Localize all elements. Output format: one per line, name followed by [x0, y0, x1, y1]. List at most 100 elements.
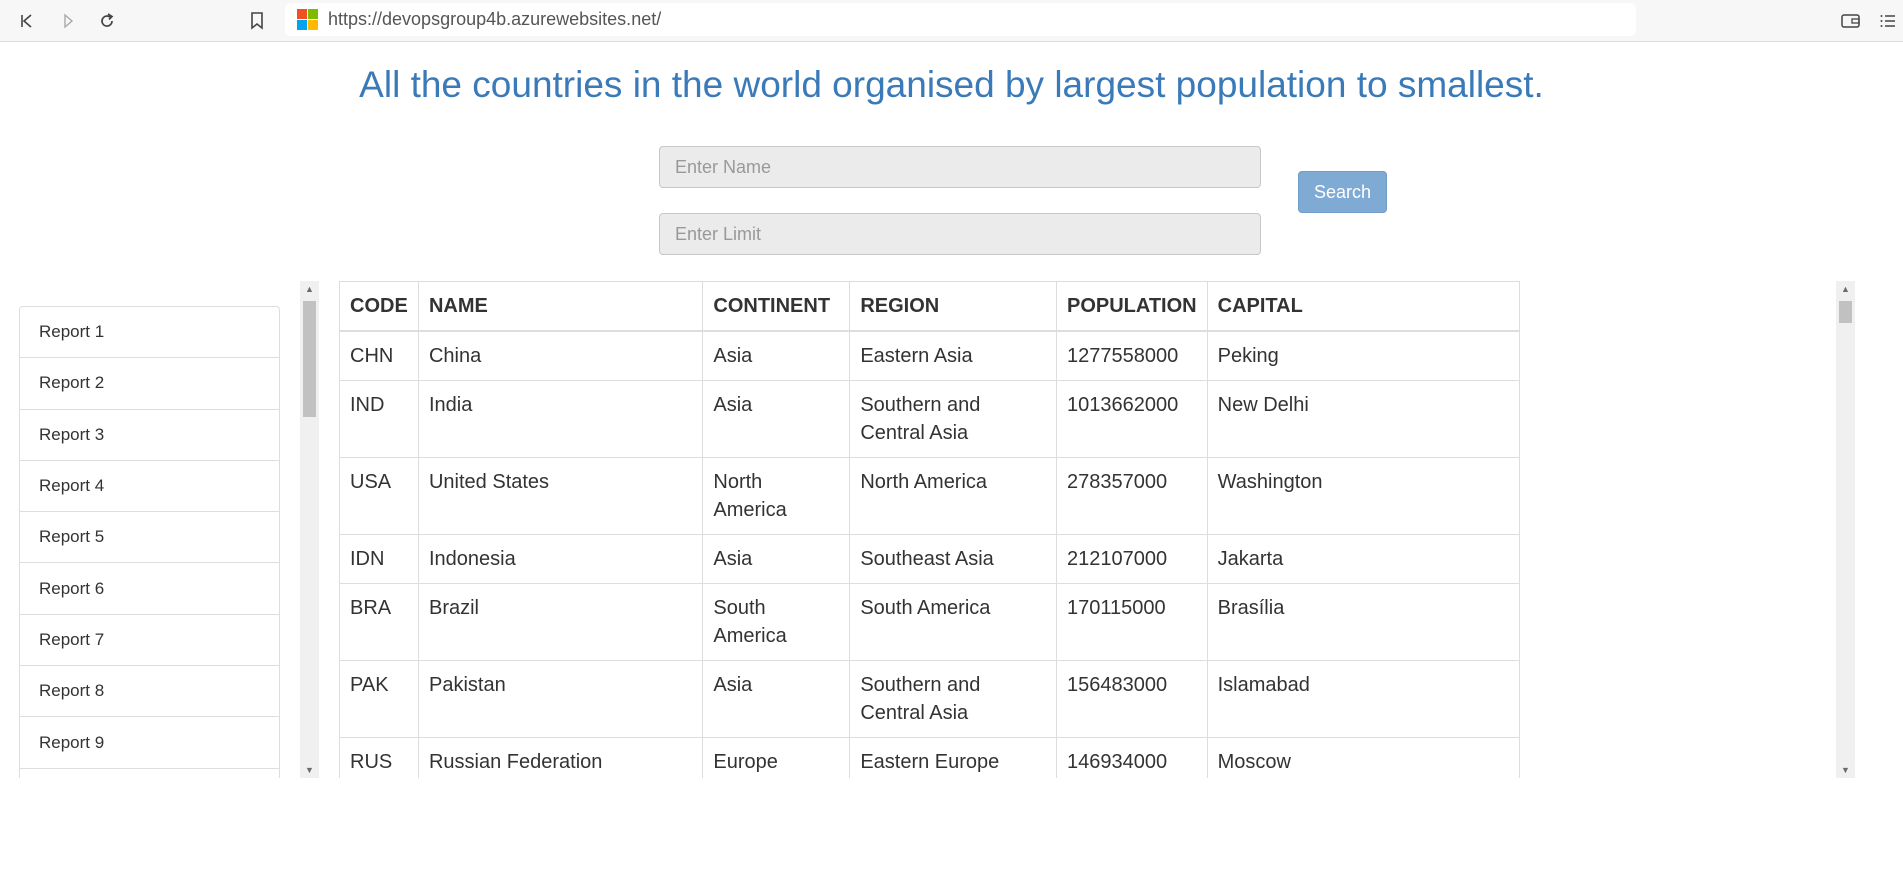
- table-cell-name: Indonesia: [417, 534, 704, 584]
- column-header-region: REGION: [849, 281, 1057, 332]
- table-cell-region: South America: [849, 583, 1057, 661]
- table-cell-population: 212107000: [1055, 534, 1208, 584]
- browser-toolbar: https://devopsgroup4b.azurewebsites.net/: [0, 0, 1903, 42]
- sidebar-item-report-4[interactable]: Report 4: [20, 460, 279, 513]
- scrollbar-thumb[interactable]: [1839, 301, 1852, 323]
- table-cell-capital: Jakarta: [1206, 534, 1520, 584]
- table-body: CHN China Asia Eastern Asia 1277558000 Peking…: [339, 330, 1520, 778]
- table-cell-region: Eastern Asia: [849, 330, 1057, 381]
- table-cell-population: 278357000: [1055, 457, 1208, 535]
- table-cell-continent: Asia: [702, 380, 851, 458]
- sidebar-item-report-1[interactable]: Report 1: [20, 307, 279, 359]
- wallet-icon: [1841, 14, 1860, 28]
- logo-tile: [297, 20, 307, 30]
- table-cell-region: Southeast Asia: [849, 534, 1057, 584]
- table-cell-region: Eastern Europe: [849, 737, 1057, 778]
- scroll-down-icon[interactable]: ▼: [1841, 765, 1850, 775]
- table-cell-continent: Europe: [702, 737, 851, 778]
- scroll-up-icon[interactable]: ▲: [305, 284, 314, 294]
- table-cell-code: IDN: [339, 534, 419, 584]
- column-header-code: CODE: [339, 281, 419, 332]
- country-table: CODE NAME CONTINENT REGION POPULATION CAPITAL…: [339, 281, 1520, 778]
- forward-icon: [64, 13, 74, 29]
- table-cell-population: 146934000: [1055, 737, 1208, 778]
- table-cell-region: Southern and Central Asia: [849, 660, 1057, 738]
- table-cell-code: BRA: [339, 583, 419, 661]
- limit-input[interactable]: [659, 213, 1261, 255]
- table-cell-code: USA: [339, 457, 419, 535]
- table-cell-population: 1277558000: [1055, 330, 1208, 381]
- table-cell-capital: Islamabad: [1206, 660, 1520, 738]
- logo-tile: [308, 20, 318, 30]
- table-cell-name: Pakistan: [417, 660, 704, 738]
- name-input[interactable]: [659, 146, 1261, 188]
- table-cell-name: Brazil: [417, 583, 704, 661]
- table-cell-code: RUS: [339, 737, 419, 778]
- table-cell-code: PAK: [339, 660, 419, 738]
- table-cell-continent: North America: [702, 457, 851, 535]
- table-cell-population: 1013662000: [1055, 380, 1208, 458]
- table-row: IDN Indonesia Asia Southeast Asia 212107000 J…: [339, 534, 1520, 584]
- table-cell-capital: Washington: [1206, 457, 1520, 535]
- report-list: Report 1 Report 2 Report 3 Report 4 Report 5…: [19, 306, 280, 778]
- table-cell-name: United States: [417, 457, 704, 535]
- menu-button[interactable]: [1873, 6, 1903, 36]
- sidebar-item-report-6[interactable]: Report 6: [20, 563, 279, 615]
- table-cell-continent: Asia: [702, 534, 851, 584]
- logo-tile: [297, 9, 307, 19]
- table-cell-capital: New Delhi: [1206, 380, 1520, 458]
- scroll-up-icon[interactable]: ▲: [1841, 284, 1850, 294]
- page-title: All the countries in the world organised…: [359, 64, 1544, 105]
- table-cell-capital: Peking: [1206, 330, 1520, 381]
- column-header-continent: CONTINENT: [702, 281, 851, 332]
- table-cell-name: China: [417, 330, 704, 381]
- table-cell-code: CHN: [339, 330, 419, 381]
- table-header-row: CODE NAME CONTINENT REGION POPULATION CAPITAL: [339, 281, 1520, 332]
- table-cell-continent: Asia: [702, 330, 851, 381]
- back-icon: [21, 14, 32, 28]
- scroll-down-icon[interactable]: ▼: [305, 765, 314, 775]
- table-cell-continent: South America: [702, 583, 851, 661]
- sidebar-item-report-7[interactable]: Report 7: [20, 614, 279, 667]
- site-logo-icon: [297, 9, 318, 30]
- table-row: USA United States North America North Ameri…: [339, 457, 1520, 535]
- page-scrollbar[interactable]: ▲ ▼: [1836, 281, 1855, 778]
- table-row: IND India Asia Southern and Central Asia 101…: [339, 380, 1520, 458]
- table-cell-capital: Moscow: [1206, 737, 1520, 778]
- back-button[interactable]: [13, 6, 43, 36]
- country-table-container: CODE NAME CONTINENT REGION POPULATION CAPITAL…: [339, 281, 1520, 778]
- table-cell-region: Southern and Central Asia: [849, 380, 1057, 458]
- logo-tile: [308, 9, 318, 19]
- column-header-population: POPULATION: [1055, 281, 1208, 332]
- table-cell-capital: Brasília: [1206, 583, 1520, 661]
- sidebar-item-report-2[interactable]: Report 2: [20, 358, 279, 410]
- table-cell-name: Russian Federation: [417, 737, 704, 778]
- bookmark-icon: [251, 12, 263, 30]
- sidebar-item-report-9[interactable]: Report 9: [20, 717, 279, 769]
- table-cell-population: 156483000: [1055, 660, 1208, 738]
- search-button[interactable]: Search: [1298, 171, 1387, 213]
- reload-icon: [101, 13, 114, 27]
- table-row: PAK Pakistan Asia Southern and Central Asia…: [339, 660, 1520, 738]
- bookmark-button[interactable]: [242, 6, 272, 36]
- reload-button[interactable]: [92, 6, 122, 36]
- address-bar[interactable]: https://devopsgroup4b.azurewebsites.net/: [285, 3, 1636, 36]
- sidebar-item-report-3[interactable]: Report 3: [20, 409, 279, 461]
- table-row: BRA Brazil South America South America 17011…: [339, 583, 1520, 661]
- sidebar-scrollbar[interactable]: ▲ ▼: [300, 281, 319, 778]
- forward-button[interactable]: [53, 6, 83, 36]
- table-row: RUS Russian Federation Europe Eastern Europ…: [339, 737, 1520, 778]
- table-cell-code: IND: [339, 380, 419, 458]
- column-header-capital: CAPITAL: [1206, 281, 1520, 332]
- sidebar-item-partial[interactable]: [20, 768, 279, 778]
- scrollbar-thumb[interactable]: [303, 301, 316, 417]
- menu-icon: [1880, 15, 1895, 27]
- table-row: CHN China Asia Eastern Asia 1277558000 Peking: [339, 330, 1520, 381]
- table-cell-name: India: [417, 380, 704, 458]
- url-text[interactable]: https://devopsgroup4b.azurewebsites.net/: [328, 9, 662, 29]
- sidebar-item-report-8[interactable]: Report 8: [20, 666, 279, 718]
- wallet-button[interactable]: [1836, 6, 1866, 36]
- table-cell-population: 170115000: [1055, 583, 1208, 661]
- table-cell-region: North America: [849, 457, 1057, 535]
- sidebar-item-report-5[interactable]: Report 5: [20, 512, 279, 564]
